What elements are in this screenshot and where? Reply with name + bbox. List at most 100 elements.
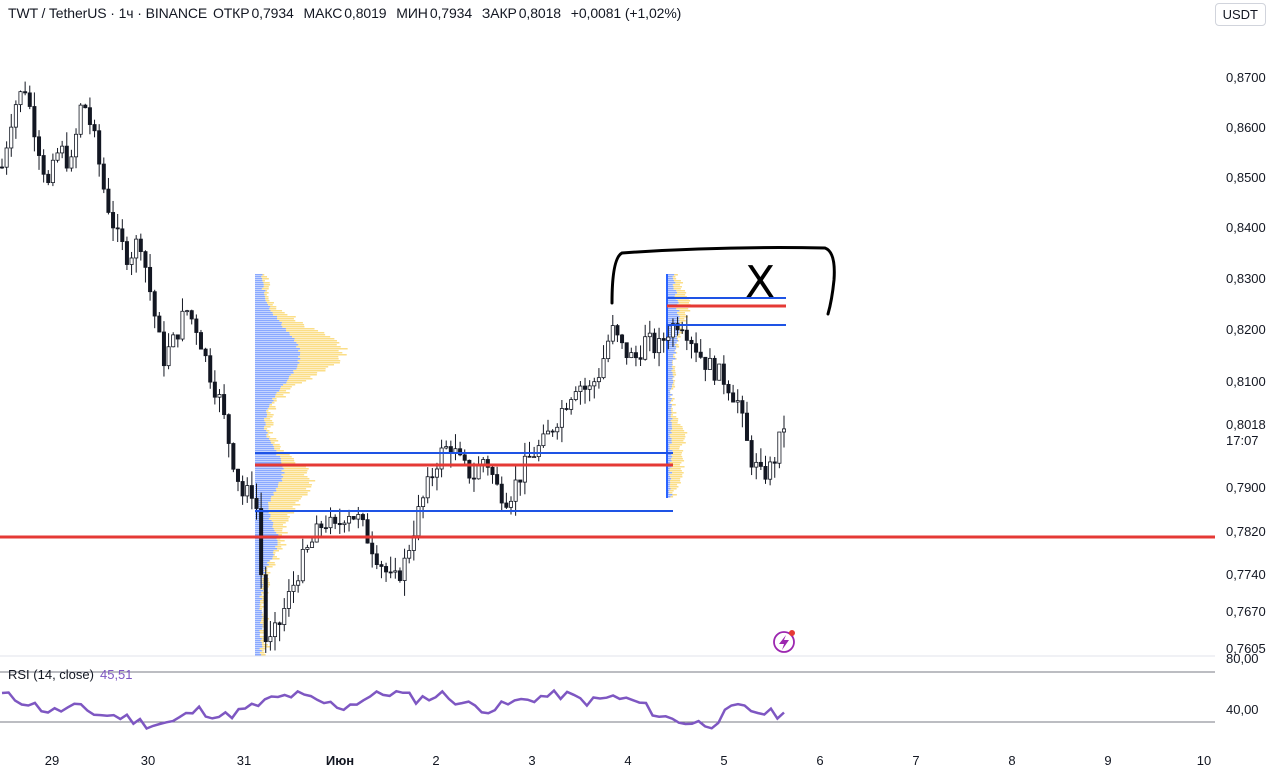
profile-bar-yellow bbox=[259, 608, 263, 610]
candle-body bbox=[83, 104, 88, 109]
profile-bar-blue bbox=[255, 414, 268, 416]
current-price-label: 0,8018 bbox=[1226, 417, 1266, 432]
candle-body bbox=[333, 516, 338, 524]
profile-bar-blue bbox=[255, 386, 281, 388]
candle-body bbox=[740, 400, 745, 414]
profile-bar-yellow bbox=[270, 514, 288, 516]
profile-bar-blue bbox=[667, 274, 675, 276]
profile-bar-yellow bbox=[281, 478, 310, 480]
lightning-alert-icon[interactable] bbox=[773, 630, 795, 653]
profile-bar-blue bbox=[255, 362, 300, 364]
profile-bar-blue bbox=[255, 612, 263, 614]
profile-bar-yellow bbox=[669, 484, 678, 486]
profile-bar-blue bbox=[667, 370, 672, 372]
currency-button[interactable]: USDT bbox=[1214, 3, 1266, 26]
profile-bar-blue bbox=[667, 416, 671, 418]
candle-body bbox=[286, 591, 291, 609]
profile-bar-yellow bbox=[679, 320, 686, 322]
profile-bar-yellow bbox=[669, 444, 683, 446]
profile-bar-blue bbox=[255, 442, 272, 444]
candle-body bbox=[425, 476, 430, 499]
rsi-title: RSI (14, close) bbox=[8, 667, 94, 682]
profile-bar-blue bbox=[255, 286, 264, 288]
profile-bar-yellow bbox=[262, 280, 265, 282]
profile-bar-blue bbox=[255, 416, 267, 418]
candle-body bbox=[157, 315, 162, 333]
candle-body bbox=[296, 580, 301, 586]
candle-body bbox=[726, 383, 731, 394]
profile-bar-blue bbox=[667, 438, 672, 440]
candle-body bbox=[106, 188, 111, 213]
profile-bar-blue bbox=[255, 358, 301, 360]
profile-bar-yellow bbox=[679, 322, 683, 324]
open-value: 0,7934 bbox=[251, 5, 294, 21]
profile-bar-yellow bbox=[676, 308, 689, 310]
profile-bar-yellow bbox=[262, 278, 269, 280]
profile-bar-yellow bbox=[269, 404, 273, 406]
time-tick-label: Июн bbox=[326, 753, 354, 768]
candle-body bbox=[310, 541, 315, 548]
candle-body bbox=[208, 355, 213, 383]
profile-bar-blue bbox=[255, 586, 263, 588]
profile-bar-blue bbox=[667, 282, 676, 284]
profile-bar-blue bbox=[667, 446, 670, 448]
profile-bar-yellow bbox=[259, 604, 262, 606]
time-tick-label: 30 bbox=[141, 753, 155, 768]
candle-body bbox=[203, 348, 208, 357]
candle-body bbox=[522, 455, 527, 483]
profile-bar-yellow bbox=[670, 408, 673, 410]
profile-bar-blue bbox=[667, 406, 672, 408]
profile-bar-blue bbox=[255, 504, 269, 506]
profile-bar-blue bbox=[255, 628, 263, 630]
profile-bar-blue bbox=[255, 642, 262, 644]
candle-body bbox=[661, 338, 666, 341]
candle-body bbox=[666, 336, 671, 341]
profile-bar-blue bbox=[255, 652, 260, 654]
profile-bar-blue bbox=[667, 432, 672, 434]
profile-bar-blue bbox=[667, 388, 672, 390]
profile-bar-yellow bbox=[671, 458, 683, 460]
profile-bar-yellow bbox=[273, 554, 275, 556]
profile-bar-yellow bbox=[273, 314, 288, 316]
candle-body bbox=[393, 570, 398, 573]
candle-body bbox=[319, 523, 324, 529]
candle-body bbox=[180, 310, 185, 340]
profile-bar-blue bbox=[667, 316, 680, 318]
profile-bar-yellow bbox=[672, 456, 683, 458]
profile-bar-blue bbox=[667, 420, 671, 422]
profile-bar-blue bbox=[255, 314, 274, 316]
profile-bar-yellow bbox=[300, 358, 339, 360]
profile-bar-blue bbox=[255, 346, 297, 348]
candle-body bbox=[120, 228, 125, 242]
candle-body bbox=[27, 92, 32, 107]
candle-body bbox=[124, 241, 129, 265]
profile-bar-yellow bbox=[673, 280, 681, 282]
profile-bar-blue bbox=[667, 372, 673, 374]
profile-bar-yellow bbox=[670, 414, 673, 416]
candle-body bbox=[231, 443, 236, 470]
profile-bar-blue bbox=[667, 300, 678, 302]
profile-bar-blue bbox=[667, 454, 672, 456]
price-tick-label: 0,8700 bbox=[1226, 70, 1266, 85]
profile-bar-blue bbox=[255, 352, 301, 354]
profile-bar-yellow bbox=[266, 430, 270, 432]
candle-body bbox=[356, 514, 361, 520]
candle-body bbox=[606, 340, 611, 360]
profile-bar-yellow bbox=[267, 414, 274, 416]
profile-bar-blue bbox=[255, 478, 282, 480]
profile-bar-yellow bbox=[670, 436, 686, 438]
rsi-legend[interactable]: RSI (14, close) 45,51 bbox=[8, 667, 133, 682]
symbol-title[interactable]: TWT / TetherUS · 1ч · BINANCE bbox=[8, 5, 208, 21]
horizontal-levels bbox=[0, 297, 1215, 539]
profile-bar-blue bbox=[667, 386, 673, 388]
profile-bar-blue bbox=[255, 364, 298, 366]
profile-bar-yellow bbox=[272, 558, 280, 560]
profile-bar-yellow bbox=[276, 532, 288, 534]
profile-bar-yellow bbox=[294, 340, 337, 342]
candle-body bbox=[694, 343, 699, 353]
candle-body bbox=[689, 339, 694, 345]
candle-body bbox=[402, 557, 407, 581]
profile-bar-blue bbox=[255, 592, 262, 594]
profile-bar-blue bbox=[255, 596, 260, 598]
